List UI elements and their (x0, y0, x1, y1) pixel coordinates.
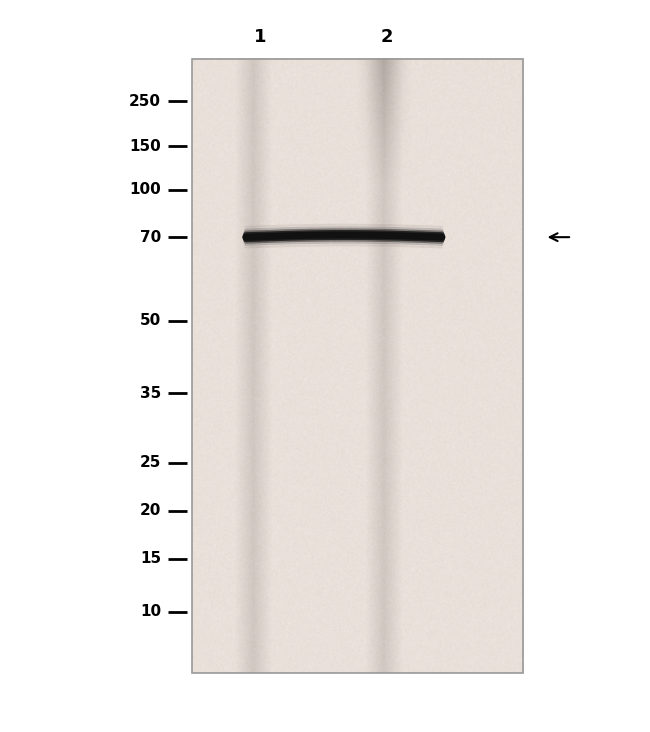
Text: 20: 20 (140, 504, 161, 518)
Text: 150: 150 (129, 139, 161, 154)
Text: 35: 35 (140, 386, 161, 400)
Text: 100: 100 (129, 182, 161, 197)
Text: 250: 250 (129, 94, 161, 108)
Bar (192, 59, 523, 673)
Text: 70: 70 (140, 230, 161, 244)
Text: 25: 25 (140, 455, 161, 470)
Text: 1: 1 (254, 28, 266, 45)
Text: 2: 2 (380, 28, 393, 45)
Text: 15: 15 (140, 551, 161, 566)
Text: 50: 50 (140, 313, 161, 328)
Text: 10: 10 (140, 605, 161, 619)
